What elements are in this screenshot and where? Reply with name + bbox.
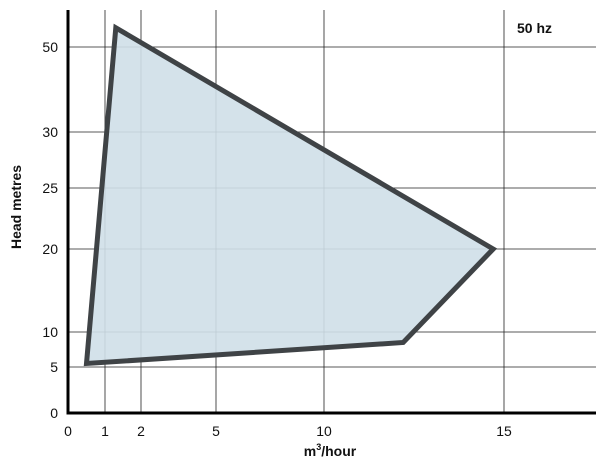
operating-area	[83, 23, 498, 367]
x-tick-label-1: 1	[101, 423, 109, 439]
y-tick-label-30: 30	[42, 124, 58, 140]
x-tick-label-5: 5	[212, 423, 220, 439]
axes	[66, 10, 596, 415]
x-tick-label-0: 0	[64, 423, 72, 439]
y-tick-labels: 0 5 10 20 25 30 50	[42, 39, 58, 421]
x-tick-label-2: 2	[137, 423, 145, 439]
y-tick-label-0: 0	[50, 405, 58, 421]
x-tick-label-15: 15	[496, 423, 512, 439]
y-axis-label: Head metres	[8, 165, 24, 249]
frequency-annotation: 50 hz	[517, 20, 552, 36]
y-tick-label-10: 10	[42, 324, 58, 340]
x-tick-label-10: 10	[316, 423, 332, 439]
x-tick-labels: 0 1 2 5 10 15	[64, 423, 512, 439]
y-tick-label-50: 50	[42, 39, 58, 55]
y-tick-label-5: 5	[50, 359, 58, 375]
y-tick-label-20: 20	[42, 241, 58, 257]
x-axis-label: m3/hour	[304, 442, 357, 459]
operating-area-polygon-0	[83, 23, 498, 367]
y-tick-label-25: 25	[42, 180, 58, 196]
